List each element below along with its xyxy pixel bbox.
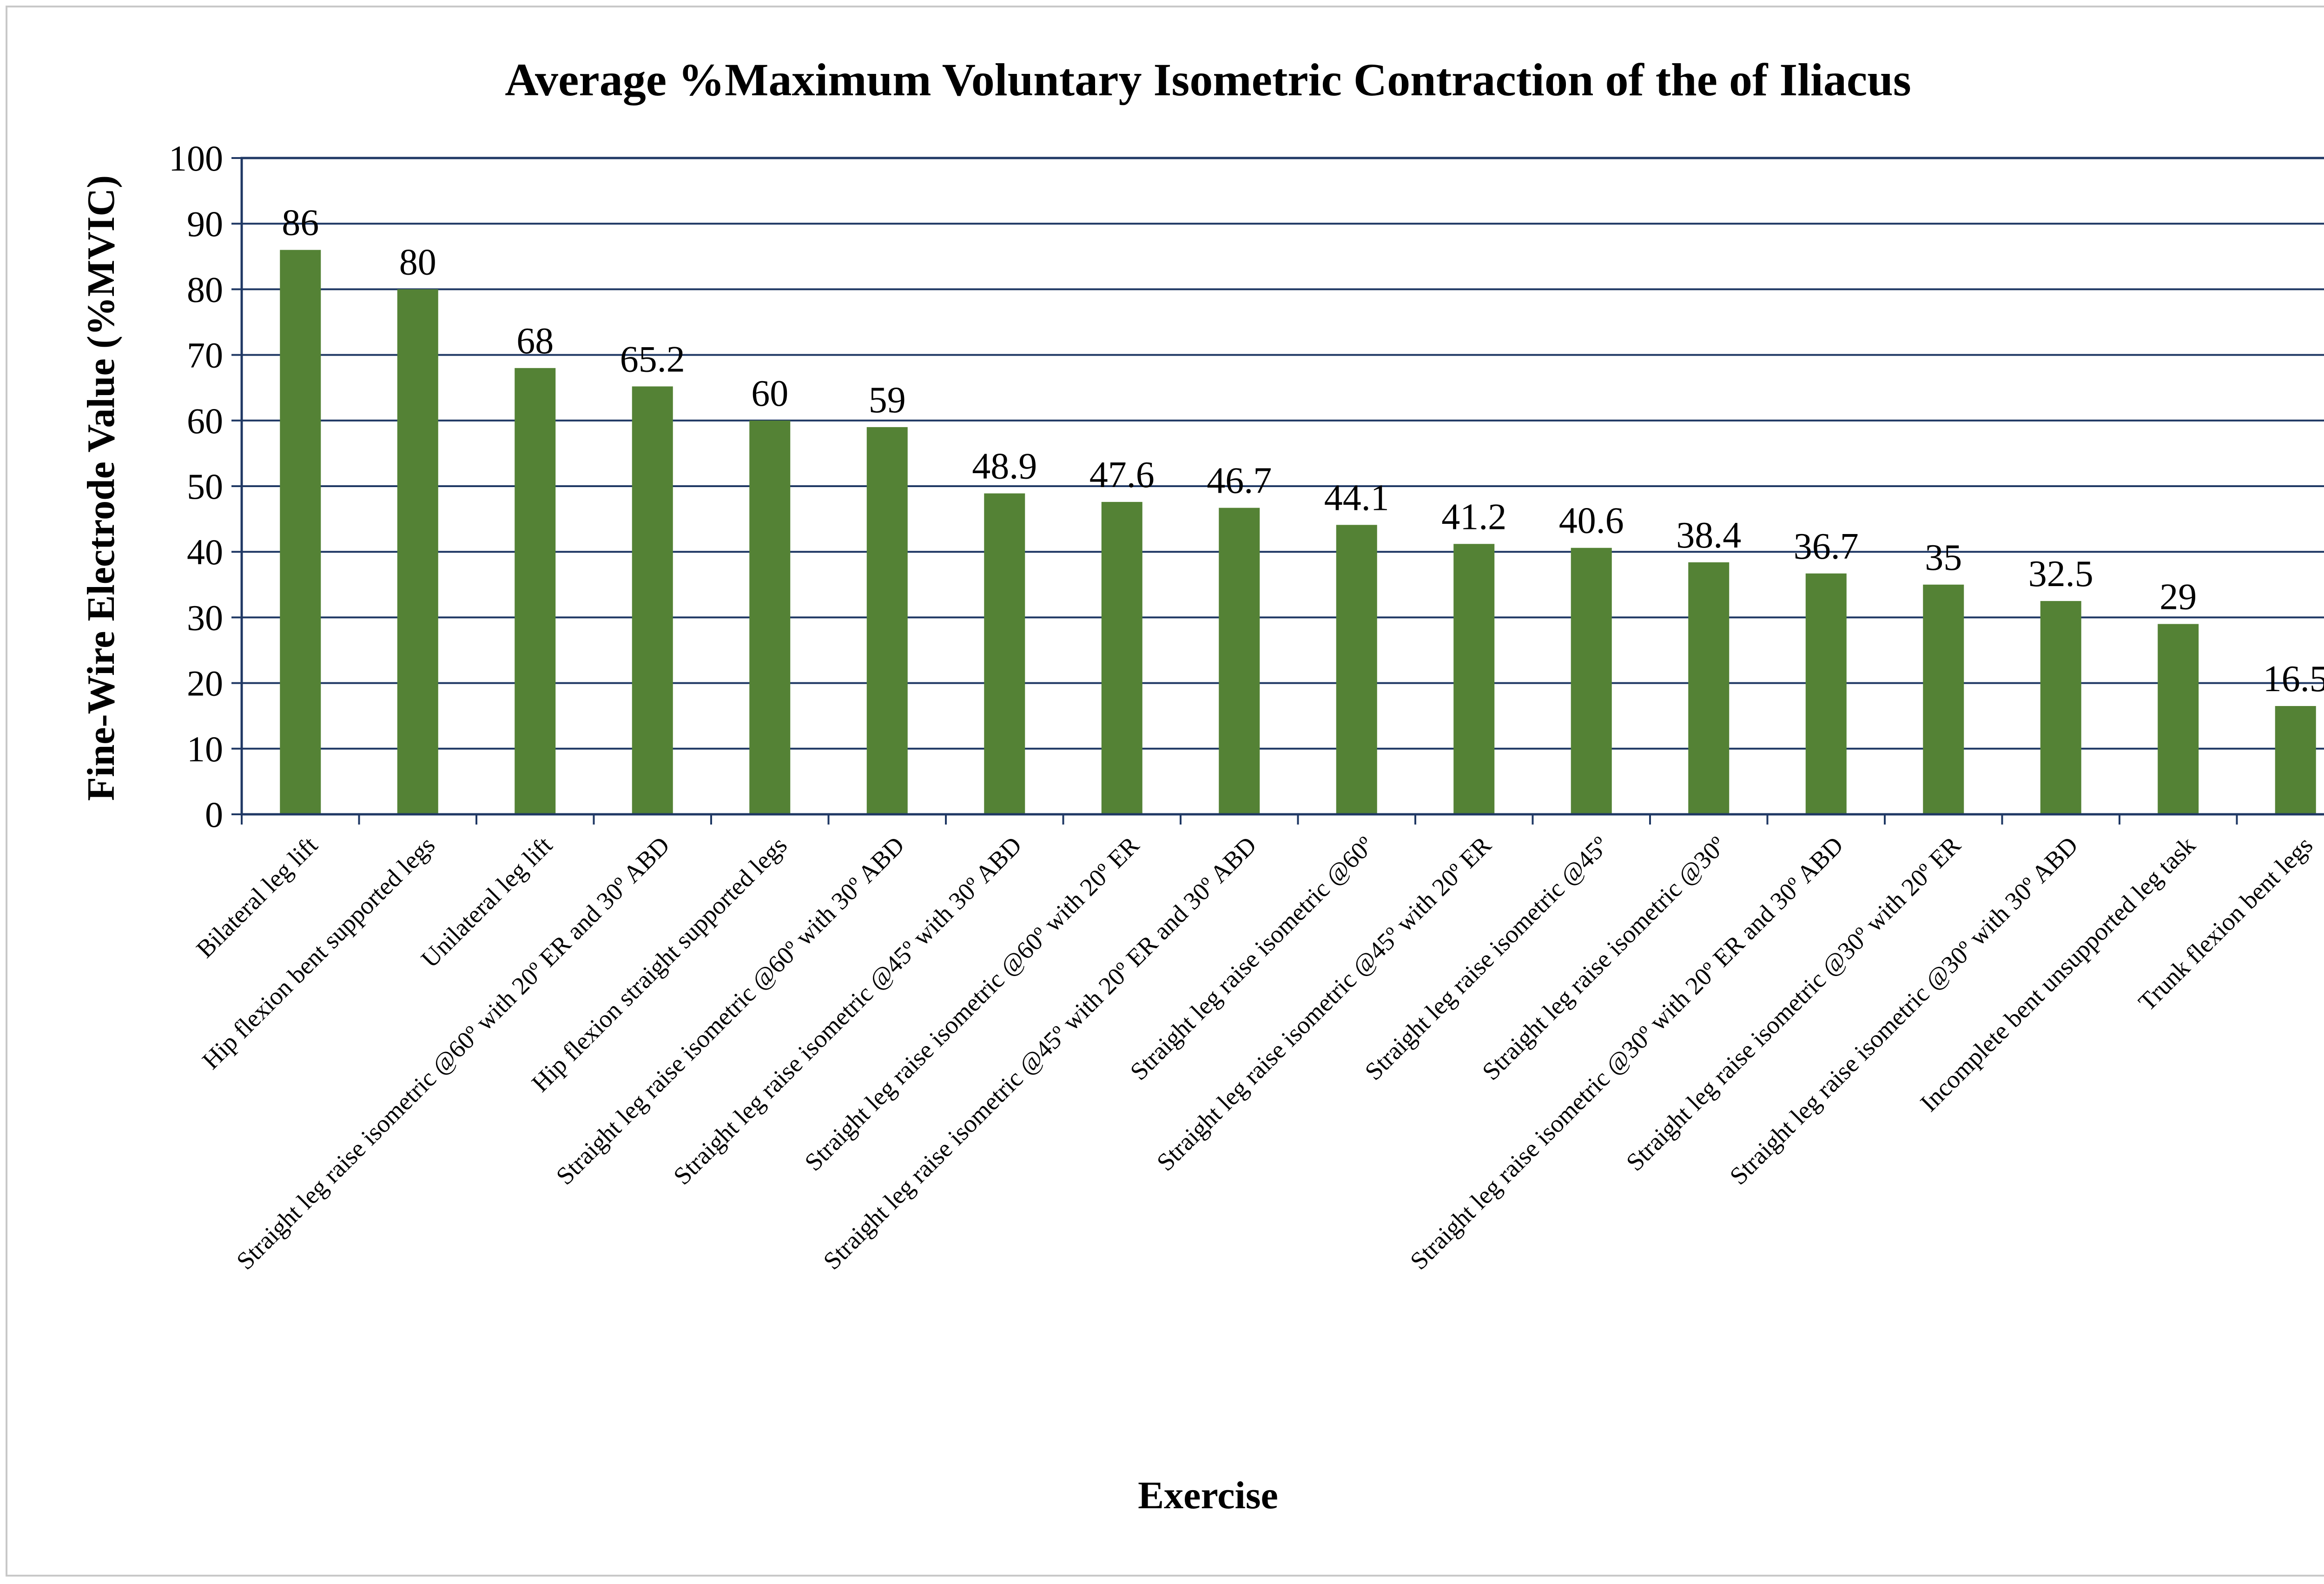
bar: [1688, 562, 1730, 814]
bar: [632, 386, 673, 814]
y-tick-label: 30: [187, 597, 223, 638]
bar: [1923, 584, 1964, 814]
data-label: 44.1: [1324, 477, 1389, 518]
data-label: 36.7: [1794, 526, 1859, 567]
data-label: 68: [516, 321, 554, 362]
data-label: 41.2: [1441, 496, 1506, 537]
x-tick-label: Straight leg raise isometric @30º with 2…: [1405, 831, 1849, 1275]
bar: [2275, 706, 2316, 814]
chart-title: Average %Maximum Voluntary Isometric Con…: [505, 54, 1911, 106]
data-label: 48.9: [972, 446, 1037, 487]
data-label: 86: [282, 203, 319, 244]
bars: [280, 250, 2316, 815]
y-tick-label: 90: [187, 204, 223, 244]
bar: [1805, 573, 1847, 814]
y-tick-label: 60: [187, 401, 223, 441]
plot-area-border: [240, 157, 2324, 816]
data-labels: 86 80 68 65.2 60 59 48.9 47.6 46.7 44.1 41.2 40.6 38…: [282, 203, 2324, 700]
y-axis-title: Fine-Wire Electrode Value (%MVIC): [79, 175, 123, 801]
x-tick-label: Straight leg raise isometric @30º: [1477, 831, 1731, 1086]
bar: [397, 289, 438, 814]
bar: [2158, 624, 2199, 814]
data-label: 38.4: [1676, 515, 1741, 556]
data-label: 29: [2159, 577, 2197, 618]
data-label: 40.6: [1559, 501, 1624, 541]
x-tick-label: Bilateral leg lift: [191, 831, 323, 963]
x-tick-label: Hip flexion bent supported legs: [197, 831, 440, 1075]
x-tick-label: Straight leg raise isometric @60º with 2…: [231, 831, 675, 1275]
bar: [749, 420, 791, 814]
y-tick-label: 10: [187, 729, 223, 769]
bar: [984, 493, 1025, 814]
data-label: 32.5: [2028, 554, 2093, 594]
bar: [515, 368, 556, 814]
x-tick-label: Straight leg raise isometric @60º: [1125, 831, 1380, 1086]
data-label: 46.7: [1207, 461, 1272, 502]
y-tick-label: 50: [187, 466, 223, 507]
bar: [1219, 508, 1260, 814]
data-label: 59: [869, 380, 906, 421]
y-tick-label: 100: [169, 138, 223, 178]
data-label: 65.2: [620, 339, 685, 380]
y-tick-label: 40: [187, 532, 223, 572]
bar: [280, 250, 321, 815]
data-label: 80: [399, 242, 436, 283]
data-label: 47.6: [1089, 455, 1155, 495]
x-tick-label: Straight leg raise isometric @45º: [1360, 831, 1614, 1086]
bar: [1453, 544, 1495, 814]
y-tick-label: 0: [205, 794, 223, 835]
x-tick-label: Hip flexion straight supported legs: [526, 831, 792, 1097]
data-label: 35: [1925, 537, 1962, 578]
bar: [1336, 525, 1377, 814]
bar: [1101, 502, 1142, 814]
bar: [2040, 601, 2081, 814]
x-axis-title: Exercise: [1138, 1474, 1278, 1517]
bar: [1571, 548, 1612, 814]
y-axis-ticks: 0 10 20 30 40 50 60 70 80 90 100: [169, 138, 242, 835]
y-tick-label: 70: [187, 335, 223, 376]
y-tick-label: 80: [187, 269, 223, 310]
y-tick-label: 20: [187, 663, 223, 704]
x-tick-label: Straight leg raise isometric @45º with 2…: [818, 831, 1262, 1275]
data-label: 60: [751, 373, 788, 414]
data-label: 16.5: [2263, 659, 2324, 700]
bar: [866, 427, 908, 814]
